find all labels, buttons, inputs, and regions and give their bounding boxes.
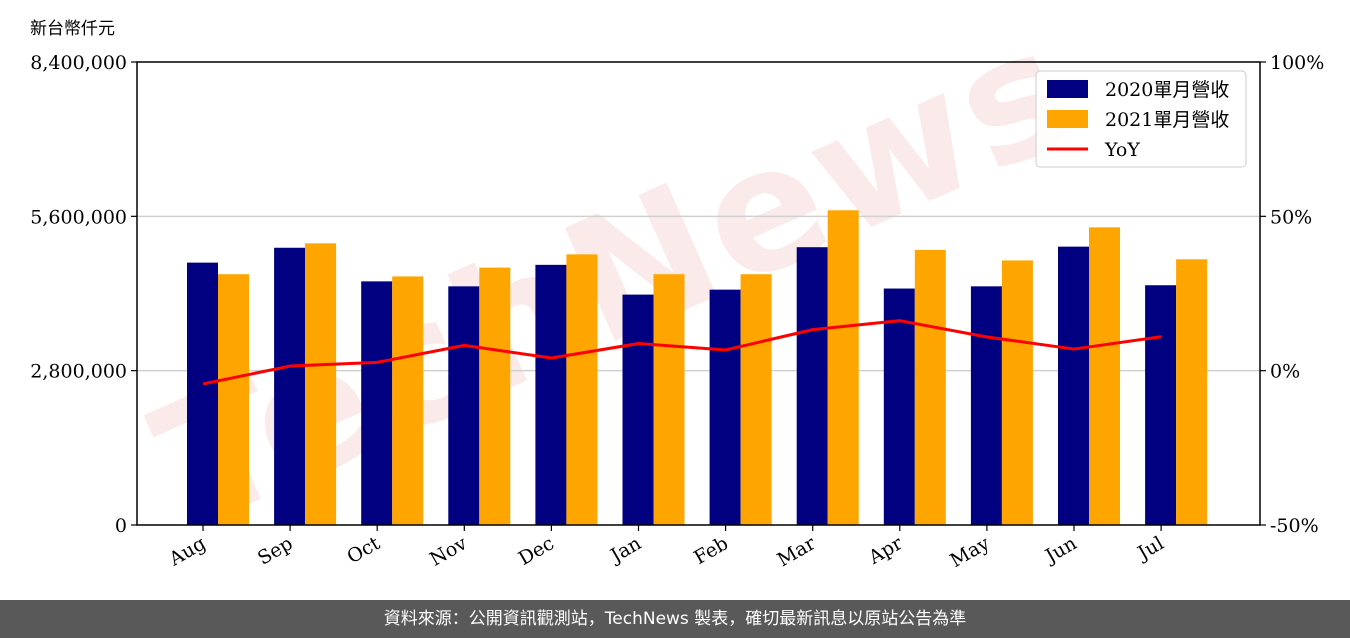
legend-swatch [1047, 110, 1088, 128]
revenue-chart: TechNews 0 2,800,000 5,600,000 8,400,000 -50%… [30, 0, 1324, 572]
legend-swatch [1047, 80, 1088, 98]
y-tick-label: 8,400,000 [30, 52, 127, 74]
y-axis-unit-label: 新台幣仟元 [30, 19, 115, 39]
legend: 2020單月營收 2021單月營收 YoY [1035, 70, 1247, 168]
y2-tick-label: 100% [1270, 52, 1324, 74]
plot-frame [136, 61, 1261, 526]
bar-2021-may [1001, 260, 1033, 525]
x-tick-label: Apr [864, 532, 907, 569]
x-tick-label: Nov [426, 532, 471, 571]
bar-2021-apr [914, 249, 946, 526]
bar-2021-nov [479, 267, 511, 525]
x-tick-label: Jun [1040, 532, 1081, 568]
bar-2021-dec [566, 254, 598, 525]
bar-2020-feb [709, 289, 741, 525]
bar-2021-aug [218, 274, 249, 525]
x-tick-label: May [946, 532, 993, 572]
x-tick-label: Oct [343, 532, 384, 568]
bar-2020-nov [448, 286, 480, 525]
y-tick-label: 2,800,000 [30, 361, 127, 383]
x-tick-label: Jan [605, 532, 645, 568]
bar-2020-aug [187, 262, 218, 525]
legend-label: 2020單月營收 [1105, 79, 1229, 101]
y2-tick-label: 50% [1270, 206, 1312, 228]
legend-box [1035, 70, 1247, 168]
y-tick-label: 0 [115, 515, 127, 537]
y-tick-label: 5,600,000 [30, 206, 127, 228]
bar-2020-jan [622, 294, 654, 525]
source-footer: 資料來源：公開資訊觀測站，TechNews 製表，確切最新訊息以原站公告為準 [0, 600, 1350, 638]
bar-2021-sep [305, 243, 337, 525]
bar-2020-may [970, 286, 1002, 525]
bar-2020-mar [796, 247, 828, 525]
bar-2021-jul [1176, 259, 1208, 525]
legend-label: 2021單月營收 [1105, 109, 1229, 131]
y2-tick-label: -50% [1270, 515, 1319, 537]
bar-2021-mar [827, 210, 859, 525]
chart-svg: TechNews02,800,0005,600,0008,400,000-50%… [30, 0, 1324, 572]
bar-2020-oct [361, 281, 393, 525]
legend-label: YoY [1104, 139, 1140, 161]
bar-2020-jul [1145, 285, 1177, 525]
bar-2020-jun [1058, 246, 1089, 525]
bar-2021-feb [740, 274, 772, 525]
x-tick-label: Feb [690, 532, 732, 569]
bar-2021-jun [1089, 227, 1120, 525]
bar-2021-oct [392, 276, 424, 525]
bar-2020-apr [883, 288, 915, 525]
bar-2020-sep [274, 247, 306, 525]
bar-2020-dec [535, 264, 567, 525]
bar-2021-jan [653, 274, 685, 525]
y2-tick-label: 0% [1270, 361, 1300, 383]
yoy-line [202, 319, 1162, 386]
x-tick-label: Dec [515, 532, 558, 570]
x-tick-label: Mar [774, 532, 820, 571]
x-tick-label: Jul [1132, 532, 1167, 565]
